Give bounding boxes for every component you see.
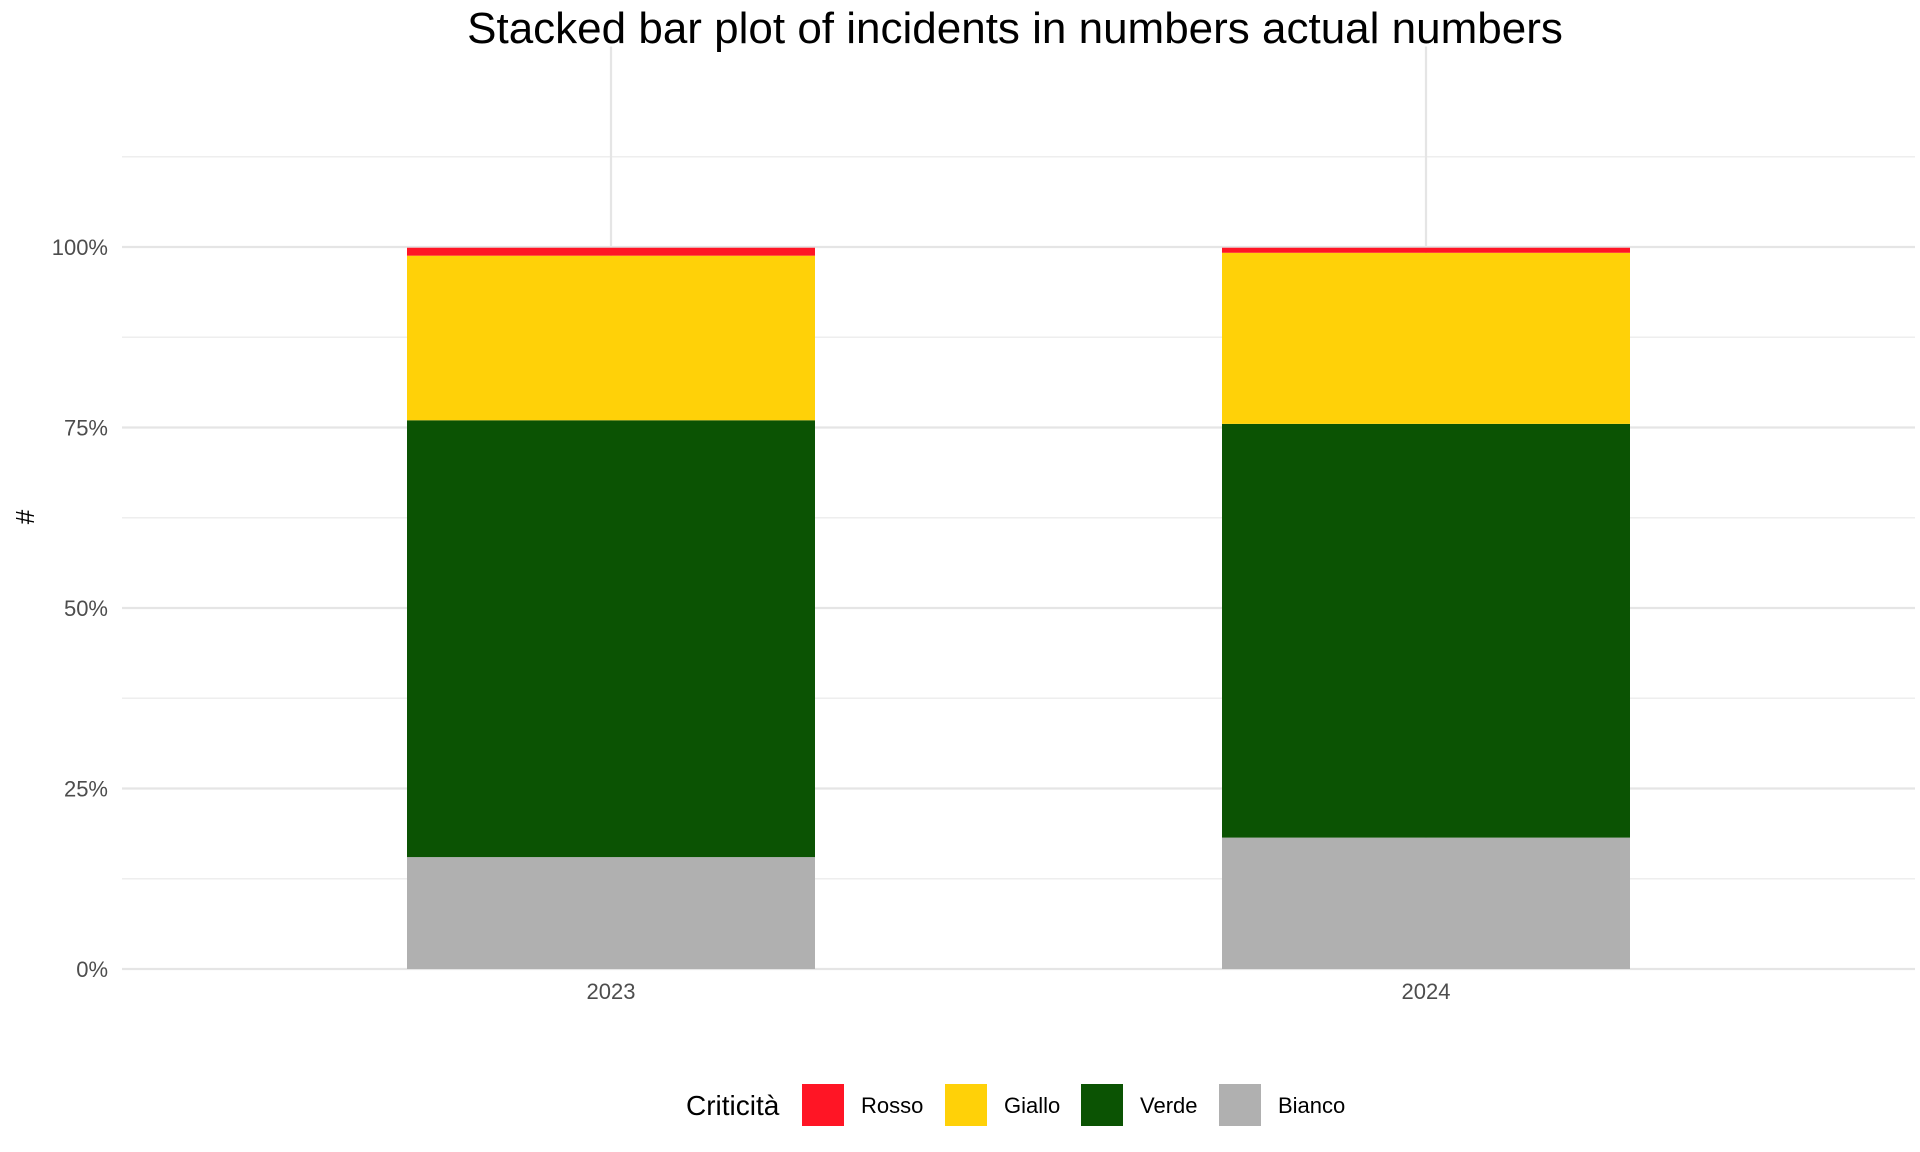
bar-giallo-2024 xyxy=(1222,252,1630,424)
legend-label-giallo: Giallo xyxy=(1004,1093,1060,1118)
bars xyxy=(407,247,1630,969)
bar-bianco-2023 xyxy=(407,857,815,969)
bar-rosso-2024 xyxy=(1222,247,1630,253)
y-axis: 0% 25% 50% 75% 100% xyxy=(52,235,108,982)
x-tick-label: 2024 xyxy=(1402,979,1451,1004)
bar-giallo-2023 xyxy=(407,255,815,421)
legend-title: Criticità xyxy=(686,1090,780,1121)
legend-label-rosso: Rosso xyxy=(861,1093,923,1118)
legend-key-verde xyxy=(1081,1084,1123,1126)
y-tick-label: 75% xyxy=(64,416,108,441)
y-tick-label: 25% xyxy=(64,777,108,802)
x-tick-label: 2023 xyxy=(587,979,636,1004)
y-tick-label: 100% xyxy=(52,235,108,260)
bar-bianco-2024 xyxy=(1222,837,1630,969)
legend-label-verde: Verde xyxy=(1140,1093,1198,1118)
chart-title: Stacked bar plot of incidents in numbers… xyxy=(467,4,1563,53)
legend-key-bianco xyxy=(1219,1084,1261,1126)
legend-label-bianco: Bianco xyxy=(1278,1093,1345,1118)
x-axis: 2023 2024 xyxy=(587,979,1451,1004)
y-tick-label: 0% xyxy=(76,957,108,982)
legend-key-giallo xyxy=(945,1084,987,1126)
bar-verde-2024 xyxy=(1222,423,1630,838)
bar-rosso-2023 xyxy=(407,247,815,256)
y-axis-label: # xyxy=(10,509,40,524)
legend-key-rosso xyxy=(802,1084,844,1126)
legend: Criticità Rosso Giallo Verde Bianco xyxy=(686,1084,1345,1126)
y-tick-label: 50% xyxy=(64,596,108,621)
bar-verde-2023 xyxy=(407,420,815,858)
grid-lines xyxy=(122,46,1915,971)
